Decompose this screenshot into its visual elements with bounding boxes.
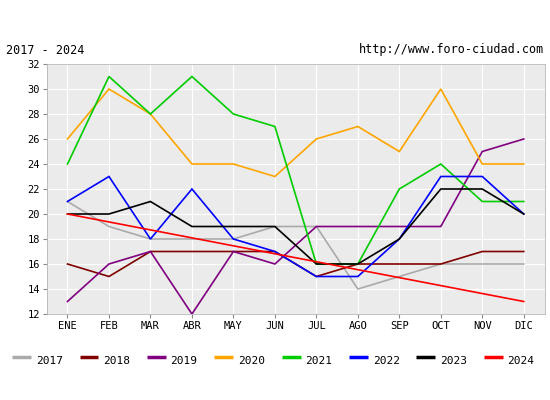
Text: 2019: 2019 bbox=[170, 356, 197, 366]
Text: Evolucion del paro registrado en Fuentes: Evolucion del paro registrado en Fuentes bbox=[92, 12, 458, 26]
Text: 2022: 2022 bbox=[373, 356, 400, 366]
Text: 2017 - 2024: 2017 - 2024 bbox=[6, 44, 84, 56]
Text: 2018: 2018 bbox=[103, 356, 130, 366]
Text: 2017: 2017 bbox=[36, 356, 63, 366]
Text: 2024: 2024 bbox=[508, 356, 535, 366]
Text: http://www.foro-ciudad.com: http://www.foro-ciudad.com bbox=[359, 44, 544, 56]
Text: 2023: 2023 bbox=[440, 356, 467, 366]
Text: 2021: 2021 bbox=[305, 356, 332, 366]
Text: 2020: 2020 bbox=[238, 356, 265, 366]
